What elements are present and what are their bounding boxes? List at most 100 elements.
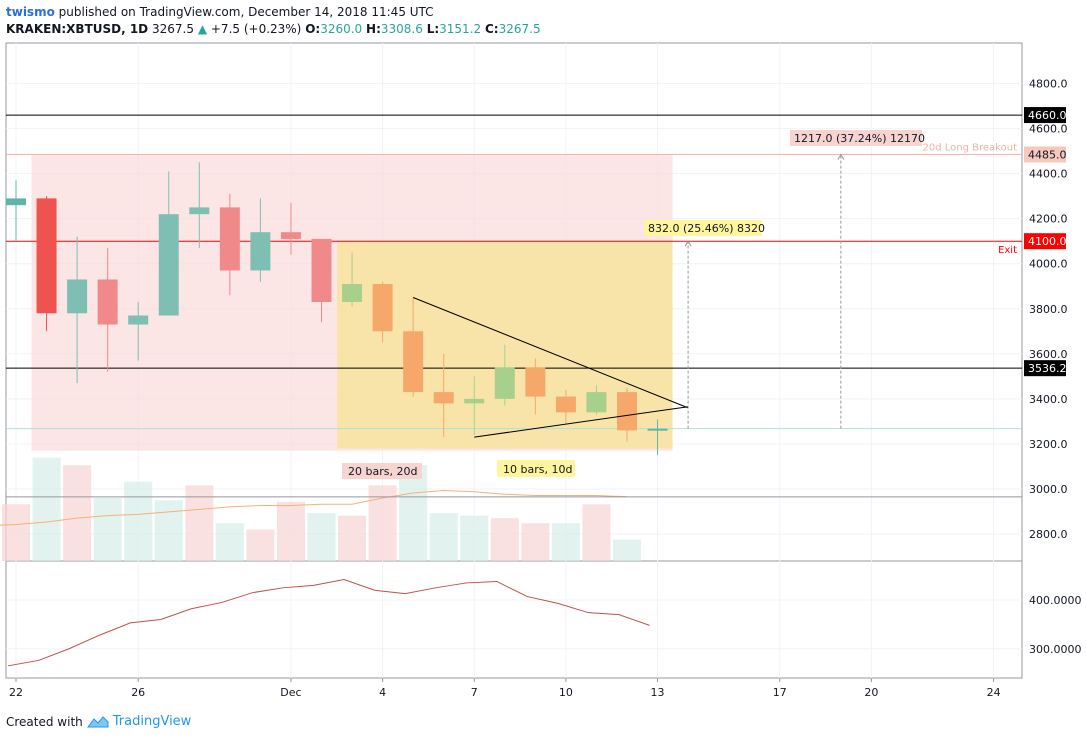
y-tick-label: 3000.0	[1029, 483, 1068, 496]
level-label: 4660.0	[1028, 109, 1067, 122]
volume-bar	[613, 539, 641, 561]
chart-header: twismo published on TradingView.com, Dec…	[6, 4, 541, 38]
x-tick-label: 7	[471, 686, 478, 699]
volume-bar	[276, 501, 305, 561]
symbol-line: KRAKEN:XBTUSD, 1D 3267.5 ▲ +7.5 (+0.23%)…	[6, 21, 541, 38]
y-tick-label: 4200.0	[1029, 213, 1068, 226]
exit-label: Exit	[998, 245, 1017, 256]
volume-bar	[338, 515, 367, 561]
volume-bar	[93, 498, 122, 561]
volume-bar	[307, 513, 336, 561]
x-tick-label: 10	[559, 686, 573, 699]
candle-body	[617, 392, 637, 431]
candle-body	[67, 279, 88, 314]
high-label: H:	[366, 22, 381, 36]
measure-arrowhead	[837, 153, 845, 160]
measure-1-label-bg	[644, 220, 762, 236]
candle-body	[372, 283, 393, 332]
measure-arrowhead	[684, 240, 692, 247]
candle-body	[647, 428, 668, 431]
y-tick-label: 3600.0	[1029, 348, 1068, 361]
y-tick-label: 4400.0	[1029, 168, 1068, 181]
volume-bar	[2, 504, 30, 561]
breakout-label: 20d Long Breakout	[923, 142, 1018, 153]
candle-body	[158, 214, 179, 316]
candle-body	[342, 283, 363, 302]
y-tick-label: 3200.0	[1029, 438, 1068, 451]
candle-body	[311, 238, 332, 302]
candle-body	[189, 207, 210, 215]
zone-pink-label: 20 bars, 20d	[348, 465, 417, 478]
volume-bar	[582, 504, 611, 561]
y-tick-label: 3800.0	[1029, 303, 1068, 316]
open-value: 3260.0	[320, 22, 363, 36]
level-label-bg	[1024, 360, 1066, 377]
candle-body	[280, 232, 301, 239]
trendline	[474, 406, 689, 438]
level-label-bg	[1024, 233, 1066, 250]
close-value: 3267.5	[498, 22, 541, 36]
x-tick-label: Dec	[280, 686, 301, 699]
candle-body	[464, 398, 485, 404]
candle-body	[586, 392, 607, 413]
candle-body	[403, 331, 424, 393]
volume-bar	[399, 465, 428, 561]
x-tick-label: 20	[864, 686, 878, 699]
tradingview-brand[interactable]: TradingView	[112, 714, 192, 729]
level-label-bg	[1024, 146, 1066, 163]
x-tick-label: 13	[651, 686, 665, 699]
y-tick-label: 4000.0	[1029, 258, 1068, 271]
low-value: 3151.2	[439, 22, 482, 36]
level-label-bg	[1024, 107, 1066, 124]
measure-2-label-bg	[790, 130, 922, 146]
volume-bar	[460, 515, 489, 561]
volume-bar	[551, 523, 580, 561]
symbol-name: KRAKEN:XBTUSD, 1D	[6, 22, 149, 36]
candle-body	[525, 367, 546, 397]
low-label: L:	[426, 22, 440, 36]
publish-line: twismo published on TradingView.com, Dec…	[6, 4, 541, 21]
volume-bar	[185, 485, 214, 561]
volume-bar	[124, 481, 153, 561]
y-tick-label: 4600.0	[1029, 123, 1068, 136]
candle-body	[219, 207, 240, 271]
author-link[interactable]: twismo	[6, 5, 55, 19]
volume-bar	[63, 465, 92, 561]
level-label: 3536.2	[1028, 362, 1067, 375]
open-label: O:	[305, 22, 321, 36]
volume-bar	[32, 457, 61, 561]
level-label: 4485.0	[1028, 148, 1067, 161]
candle-body	[36, 198, 57, 314]
x-tick-label: 4	[379, 686, 386, 699]
trendline	[412, 297, 689, 409]
measure-1-label: 832.0 (25.46%) 8320	[648, 222, 765, 235]
volume-bar	[521, 523, 550, 561]
volume-bar	[154, 500, 183, 561]
x-tick-label: 26	[131, 686, 145, 699]
candle-body	[494, 367, 515, 399]
measure-2-label: 1217.0 (37.24%) 12170	[794, 132, 925, 145]
x-tick-label: 24	[987, 686, 1001, 699]
y-tick-label: 2800.0	[1029, 528, 1068, 541]
created-with-label: Created with	[6, 714, 83, 729]
up-arrow-icon: ▲	[197, 22, 208, 36]
volume-bar	[490, 518, 519, 561]
volume-bar	[429, 513, 458, 561]
close-label: C:	[484, 22, 499, 36]
tradingview-logo-icon	[86, 715, 109, 727]
x-tick-label: 22	[9, 686, 23, 699]
high-value: 3308.6	[380, 22, 423, 36]
level-label: 4100.0	[1028, 235, 1067, 248]
footer: Created with TradingView	[6, 714, 191, 729]
volume-bar	[246, 529, 275, 561]
x-tick-label: 17	[773, 686, 787, 699]
candle-body	[555, 396, 576, 413]
price-change: +7.5 (+0.23%)	[210, 22, 302, 36]
osc-tick-label: 300.0000	[1029, 643, 1082, 656]
osc-tick-label: 400.0000	[1029, 594, 1082, 607]
published-text: published on TradingView.com, December 1…	[58, 5, 434, 19]
volume-ma-line	[0, 489, 628, 526]
zone-pink-label-bg	[342, 463, 422, 479]
oscillator-line	[7, 579, 650, 667]
